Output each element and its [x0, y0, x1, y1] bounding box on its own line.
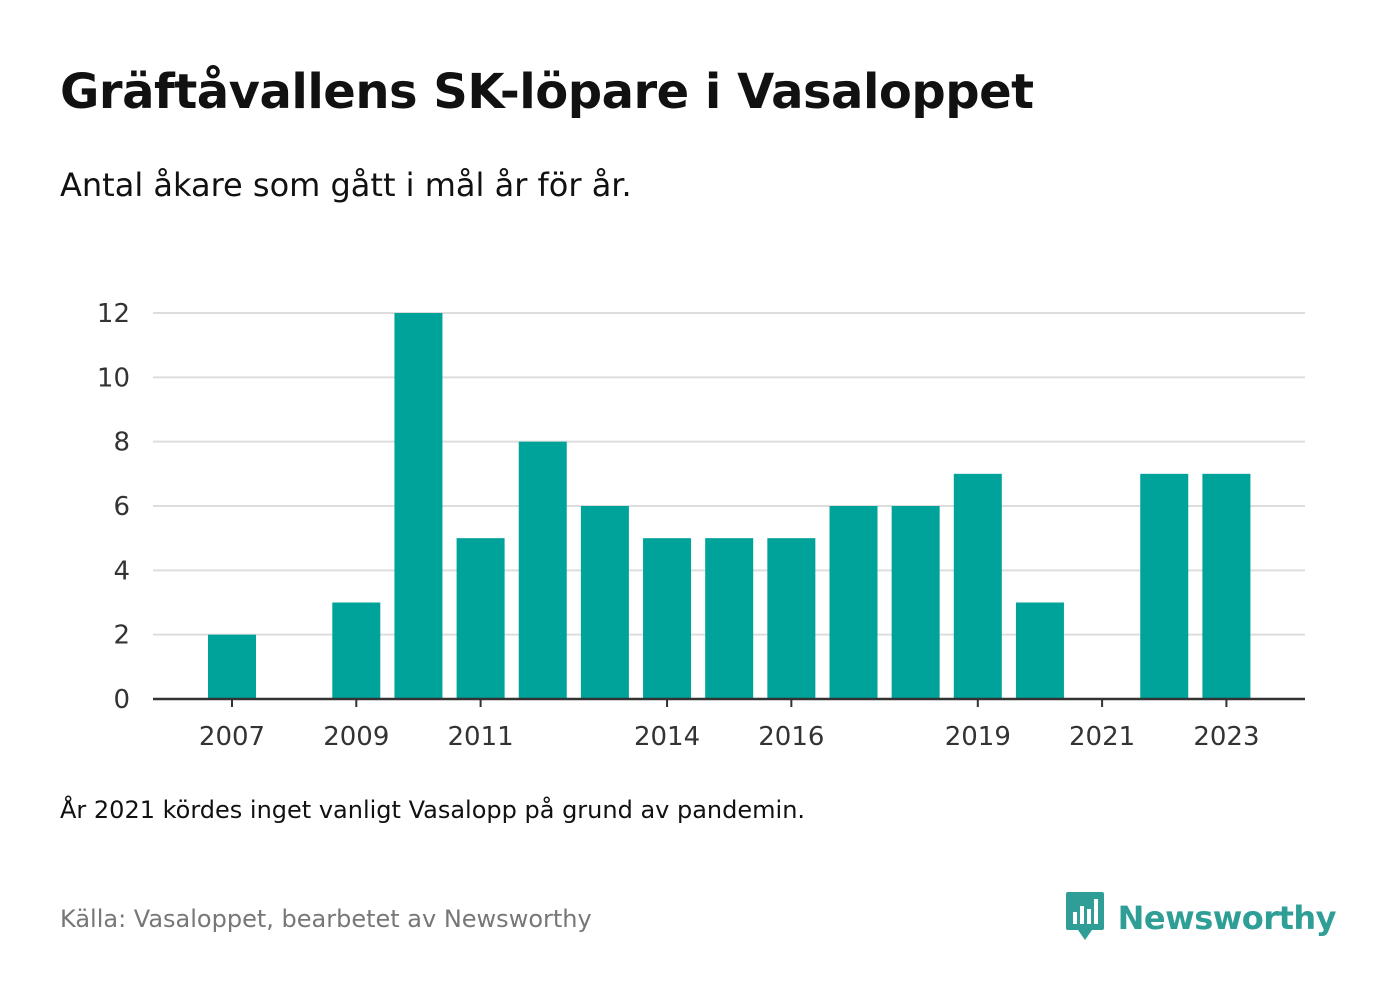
chart-title: Gräftåvallens SK-löpare i Vasaloppet — [60, 64, 1034, 120]
bar — [580, 506, 629, 699]
x-tick-label: 2016 — [758, 722, 824, 752]
bar — [643, 538, 692, 699]
bar — [456, 538, 505, 699]
y-tick-label: 0 — [113, 685, 130, 715]
bar — [332, 602, 381, 699]
bar — [767, 538, 816, 699]
bar — [1202, 473, 1251, 699]
bar — [518, 441, 567, 699]
chart-note: År 2021 kördes inget vanligt Vasalopp på… — [60, 796, 806, 824]
x-tick-label: 2014 — [634, 722, 700, 752]
chart-subtitle: Antal åkare som gått i mål år för år. — [60, 166, 632, 204]
x-tick-label: 2019 — [945, 722, 1011, 752]
x-tick-label: 2007 — [199, 722, 265, 752]
y-tick-label: 10 — [97, 363, 130, 393]
y-tick-label: 2 — [113, 621, 130, 651]
bar — [1140, 473, 1189, 699]
bar — [705, 538, 754, 699]
bar — [394, 313, 443, 699]
bar — [953, 473, 1002, 699]
y-tick-label: 4 — [113, 556, 130, 586]
bars — [208, 313, 1251, 699]
y-tick-label: 12 — [97, 299, 130, 329]
bar — [208, 634, 256, 699]
newsworthy-bar-chart-icon — [1064, 890, 1106, 946]
x-tick-label: 2011 — [448, 722, 514, 752]
source-text: Källa: Vasaloppet, bearbetet av Newswort… — [60, 905, 592, 933]
brand-logo: Newsworthy — [1064, 890, 1337, 946]
x-tick-label: 2009 — [323, 722, 389, 752]
x-tick-label: 2023 — [1193, 722, 1259, 752]
bar — [891, 506, 940, 699]
bar — [829, 506, 878, 699]
y-tick-label: 8 — [113, 428, 130, 458]
brand-name: Newsworthy — [1117, 899, 1337, 937]
y-tick-label: 6 — [113, 492, 130, 522]
x-tick-label: 2021 — [1069, 722, 1135, 752]
axes: 0 2 4 6 8 10 12 2007 2009 2011 2014 2016 2019 2021 202… — [97, 299, 1305, 752]
bar — [1015, 602, 1064, 699]
